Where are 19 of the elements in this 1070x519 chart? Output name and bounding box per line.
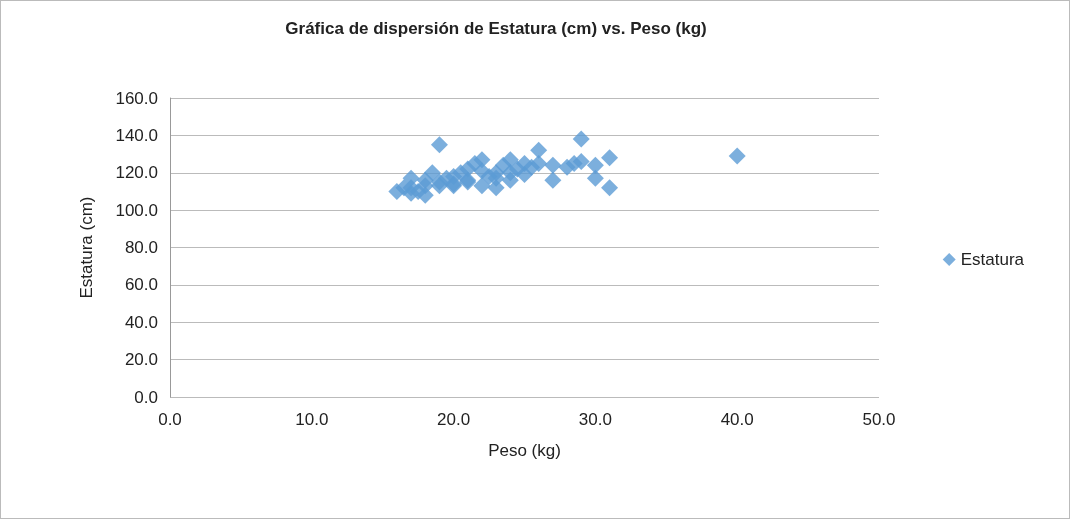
y-tick-label: 80.0 [124,238,158,257]
y-tick-label: 140.0 [115,125,158,145]
y-tick-label: 120.0 [115,163,158,183]
y-tick-label: 40.0 [124,312,158,332]
x-tick-label: 40.0 [720,410,754,429]
x-tick-label: 20.0 [437,410,471,429]
y-axis-title: Estatura (cm) [77,196,96,299]
y-tick-label: 160.0 [115,88,158,108]
x-tick-label: 10.0 [295,410,329,429]
y-tick-label: 100.0 [115,200,158,220]
chart-title: Gráfica de dispersión de Estatura (cm) vs. Peso (kg) [285,19,707,38]
x-tick-label: 50.0 [862,410,896,429]
legend-label: Estatura [960,250,1025,269]
x-tick-label: 30.0 [578,410,612,429]
y-tick-label: 60.0 [124,275,158,295]
y-tick-label: 20.0 [124,350,158,370]
x-tick-label: 0.0 [158,410,182,429]
x-axis-title: Peso (kg) [488,441,561,460]
y-tick-label: 0.0 [134,387,158,407]
